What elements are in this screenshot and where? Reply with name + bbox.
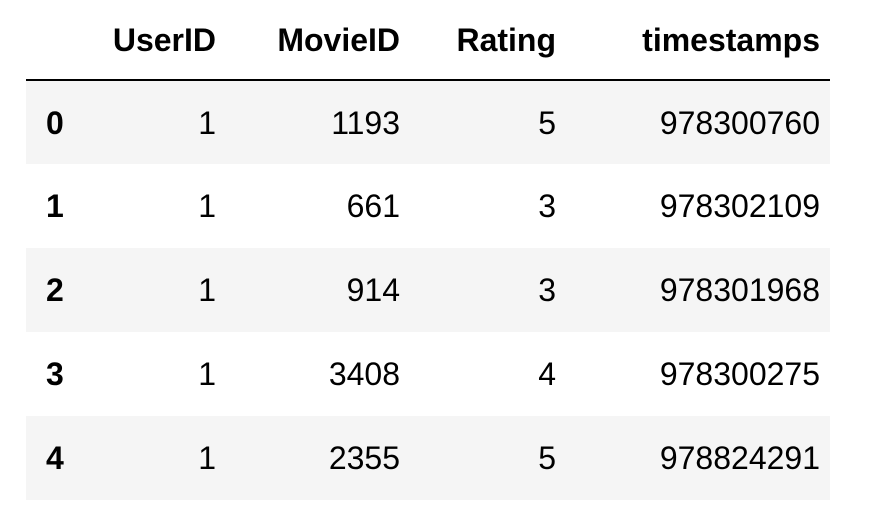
table-row: 1 1 661 3 978302109	[26, 164, 830, 248]
cell-movieid: 3408	[328, 356, 400, 392]
column-header-movieid: MovieID	[226, 0, 410, 81]
cell-rating: 3	[538, 188, 556, 224]
cell-rating: 4	[538, 356, 556, 392]
table-header: UserID MovieID Rating timestamps	[26, 0, 830, 81]
table-row: 0 1 1193 5 978300760	[26, 80, 830, 164]
cell-userid: 1	[198, 440, 216, 476]
row-index: 4	[46, 440, 64, 476]
table-row: 4 1 2355 5 978824291	[26, 416, 830, 500]
cell-timestamp: 978300275	[659, 356, 820, 392]
cell-timestamp: 978302109	[659, 188, 820, 224]
cell-rating: 5	[538, 104, 556, 141]
row-index: 3	[46, 356, 64, 392]
cell-timestamp: 978301968	[659, 272, 820, 308]
table-row: 2 1 914 3 978301968	[26, 248, 830, 332]
dataframe-table: UserID MovieID Rating timestamps 0 1 119…	[26, 0, 830, 500]
row-index: 0	[46, 104, 64, 141]
cell-rating: 5	[538, 440, 556, 476]
cell-userid: 1	[198, 104, 216, 141]
column-header-userid: UserID	[100, 0, 226, 81]
cell-rating: 3	[538, 272, 556, 308]
cell-userid: 1	[198, 356, 216, 392]
cell-movieid: 661	[346, 188, 400, 224]
header-row: UserID MovieID Rating timestamps	[26, 0, 830, 81]
cell-timestamp: 978300760	[659, 104, 820, 141]
column-header-rating: Rating	[410, 0, 566, 81]
cell-userid: 1	[198, 188, 216, 224]
cell-userid: 1	[198, 272, 216, 308]
table-row: 3 1 3408 4 978300275	[26, 332, 830, 416]
cell-timestamp: 978824291	[659, 440, 820, 476]
column-header-timestamps: timestamps	[566, 0, 830, 81]
row-index: 1	[46, 188, 64, 224]
cell-movieid: 914	[346, 272, 400, 308]
index-header-cell	[26, 0, 100, 81]
cell-movieid: 1193	[331, 104, 400, 141]
table-body: 0 1 1193 5 978300760 1 1 661 3 978302109…	[26, 80, 830, 500]
row-index: 2	[46, 272, 64, 308]
cell-movieid: 2355	[328, 440, 400, 476]
